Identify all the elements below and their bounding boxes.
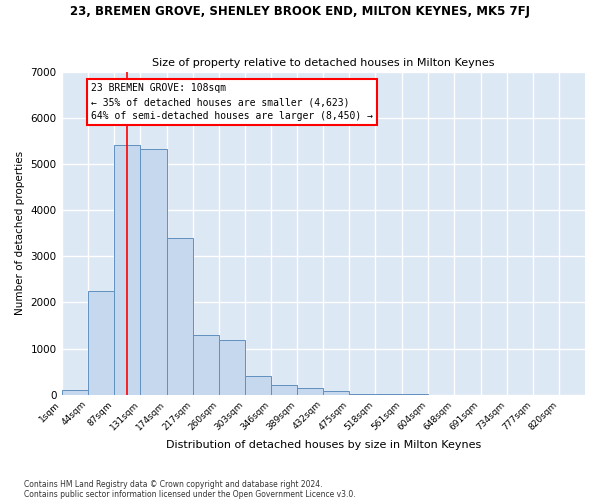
Bar [167, 238, 193, 394]
Y-axis label: Number of detached properties: Number of detached properties [15, 151, 25, 315]
Bar [297, 388, 323, 394]
Bar [114, 146, 140, 394]
Bar [323, 391, 349, 394]
Bar [140, 149, 167, 394]
Text: Contains HM Land Registry data © Crown copyright and database right 2024.
Contai: Contains HM Land Registry data © Crown c… [24, 480, 356, 499]
Bar [271, 386, 297, 394]
Bar [88, 291, 114, 395]
X-axis label: Distribution of detached houses by size in Milton Keynes: Distribution of detached houses by size … [166, 440, 481, 450]
Bar [245, 376, 271, 394]
Text: 23, BREMEN GROVE, SHENLEY BROOK END, MILTON KEYNES, MK5 7FJ: 23, BREMEN GROVE, SHENLEY BROOK END, MIL… [70, 5, 530, 18]
Text: 23 BREMEN GROVE: 108sqm
← 35% of detached houses are smaller (4,623)
64% of semi: 23 BREMEN GROVE: 108sqm ← 35% of detache… [91, 83, 373, 121]
Title: Size of property relative to detached houses in Milton Keynes: Size of property relative to detached ho… [152, 58, 494, 68]
Bar [62, 390, 88, 394]
Bar [219, 340, 245, 394]
Bar [193, 334, 219, 394]
